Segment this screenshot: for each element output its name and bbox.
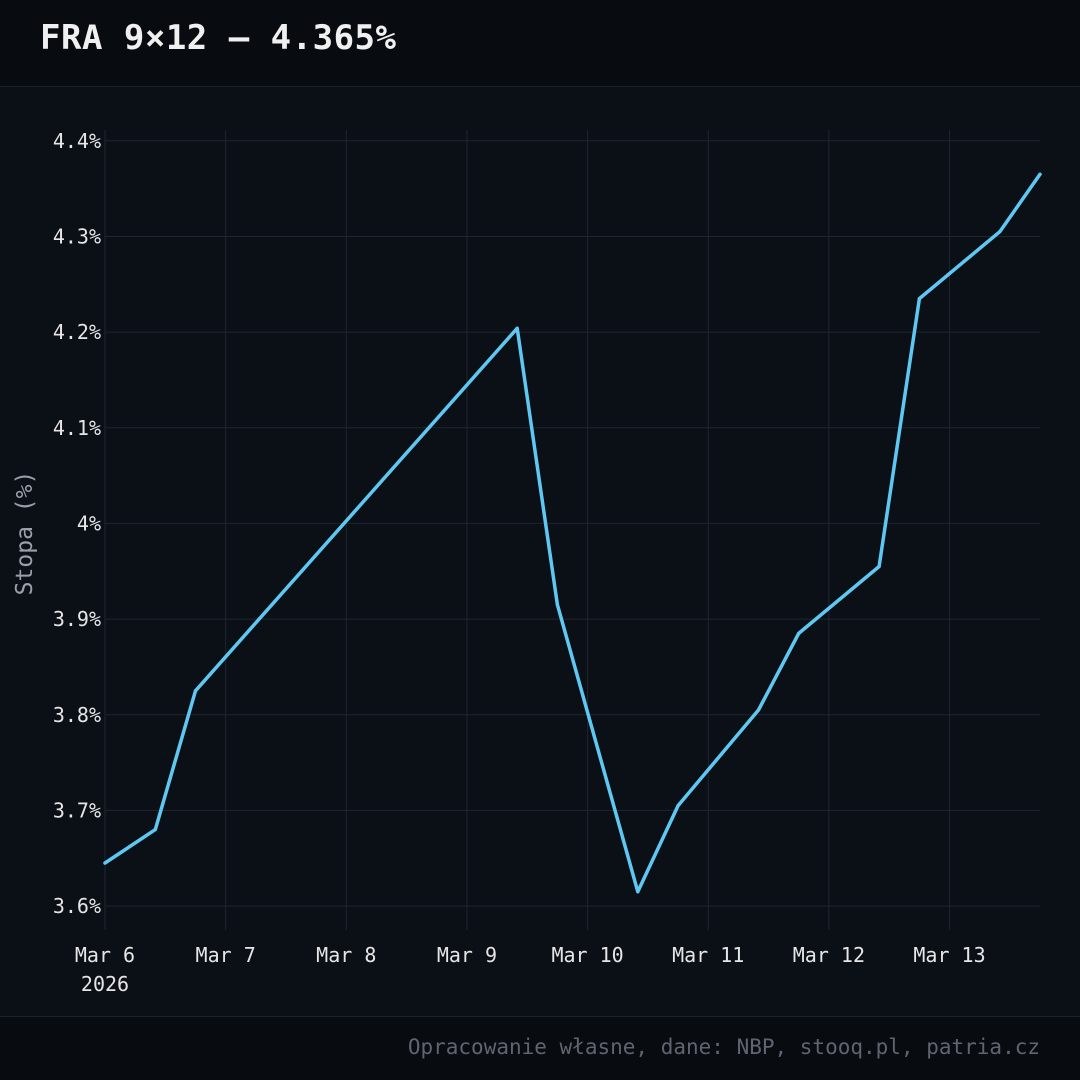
data-point	[103, 861, 107, 865]
chart-area: 3.6% 3.7% 3.8% 3.9% 4% 4.1% 4.2% 4.3% 4.4% Mar 6…	[0, 88, 1080, 1016]
x-tick-sublabel: 2026	[81, 972, 129, 996]
data-point	[193, 689, 198, 693]
series	[103, 172, 1042, 894]
header: FRA 9×12 — 4.365%	[0, 0, 1080, 87]
data-point	[153, 827, 157, 832]
x-tick-label: Mar 8	[316, 943, 376, 967]
data-point	[797, 631, 801, 636]
grid	[104, 130, 1040, 930]
data-point	[555, 603, 560, 607]
data-point	[1038, 172, 1042, 176]
series-line	[103, 172, 1042, 894]
y-tick-label: 4.2%	[53, 320, 101, 344]
y-tick-label: 4%	[77, 511, 101, 535]
x-tick-label: Mar 10	[551, 943, 623, 967]
chart-title: FRA 9×12 — 4.365%	[40, 18, 397, 58]
data-point	[998, 230, 1002, 234]
x-axis-ticks: Mar 6 2026 Mar 7 Mar 8 Mar 9 Mar 10 Mar 11 Mar …	[75, 943, 986, 996]
x-tick-label: Mar 11	[672, 943, 744, 967]
data-point	[877, 564, 881, 569]
data-point	[515, 326, 519, 330]
data-point	[756, 708, 761, 712]
y-tick-label: 4.4%	[53, 129, 101, 153]
y-axis-label: Stopa (%)	[12, 471, 38, 596]
y-axis-ticks: 3.6% 3.7% 3.8% 3.9% 4% 4.1% 4.2% 4.3% 4.4%	[53, 129, 101, 918]
x-tick-label: Mar 12	[793, 943, 865, 967]
data-point	[917, 297, 921, 301]
data-point	[636, 890, 640, 894]
x-tick-label: Mar 6	[75, 943, 135, 967]
y-tick-label: 3.9%	[53, 607, 101, 631]
footer: Opracowanie własne, dane: NBP, stooq.pl,…	[0, 1016, 1080, 1080]
source-note: Opracowanie własne, dane: NBP, stooq.pl,…	[407, 1035, 1040, 1059]
line-chart: 3.6% 3.7% 3.8% 3.9% 4% 4.1% 4.2% 4.3% 4.4% Mar 6…	[12, 129, 1042, 996]
y-tick-label: 4.1%	[53, 416, 101, 440]
y-tick-label: 4.3%	[53, 224, 101, 248]
y-tick-label: 3.6%	[53, 894, 101, 918]
y-tick-label: 3.8%	[53, 703, 101, 727]
y-tick-label: 3.7%	[53, 798, 101, 822]
x-tick-label: Mar 9	[437, 943, 497, 967]
x-tick-label: Mar 7	[196, 943, 256, 967]
x-tick-label: Mar 13	[913, 943, 985, 967]
data-point	[676, 804, 680, 808]
